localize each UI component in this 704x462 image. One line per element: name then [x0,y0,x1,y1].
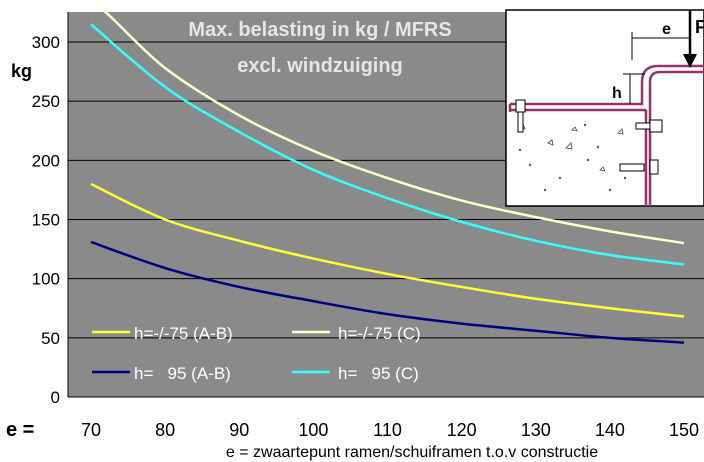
series-line-1 [103,12,685,245]
y-tick-label: 50 [41,329,60,348]
x-axis-label: e = zwaartepunt ramen/schuiframen t.o.v … [226,444,598,461]
y-axis-label: kg [11,61,32,81]
series-line-2 [90,240,685,344]
gridlines [67,12,704,398]
legend-label-2: h= 95 (A-B) [134,364,231,383]
x-tick-label: 130 [521,420,551,440]
force-arrow-head [683,54,697,68]
y-tick-label: 0 [51,388,60,407]
x-tick-label: 70 [81,420,101,440]
x-axis-prefix: e = [6,419,34,441]
y-tick-label: 200 [32,151,60,170]
legend-label-0: h=-/-75 (A-B) [134,324,233,343]
series-lines [90,12,685,344]
x-tick-label: 90 [229,420,249,440]
y-tick-labels: 0 50 100 150 200 250 300 [32,33,60,407]
y-tick-label: 300 [32,33,60,52]
series-line-0 [90,182,685,318]
force-label: F [695,17,704,37]
x-tick-label: 110 [373,420,402,440]
y-tick-label: 100 [32,270,60,289]
x-tick-labels: 70 80 90 100 110 120 130 140 150 [81,420,699,440]
x-tick-label: 150 [669,420,699,440]
y-tick-label: 150 [32,211,60,230]
x-tick-label: 80 [155,420,175,440]
y-tick-label: 250 [32,92,60,111]
steel-profile [510,64,704,206]
x-tick-label: 100 [298,420,328,440]
bolts [515,99,663,175]
x-tick-label: 120 [447,420,477,440]
series-line-3 [90,23,685,266]
inset-frame [505,9,704,207]
legend: h=-/-75 (A-B) h=-/-75 (C) h= 95 (A-B) h=… [92,324,421,383]
chart-title: Max. belasting in kg / MFRS [188,19,451,41]
dimension-h-label: h [612,85,622,102]
dimension-lines [623,32,690,104]
legend-label-3: h= 95 (C) [338,364,419,383]
x-tick-label: 140 [595,420,625,440]
dimension-e-label: e [662,21,671,38]
inset-drawing: e h F [505,9,704,207]
legend-label-1: h=-/-75 (C) [338,324,421,343]
chart-subtitle: excl. windzuiging [237,55,403,77]
